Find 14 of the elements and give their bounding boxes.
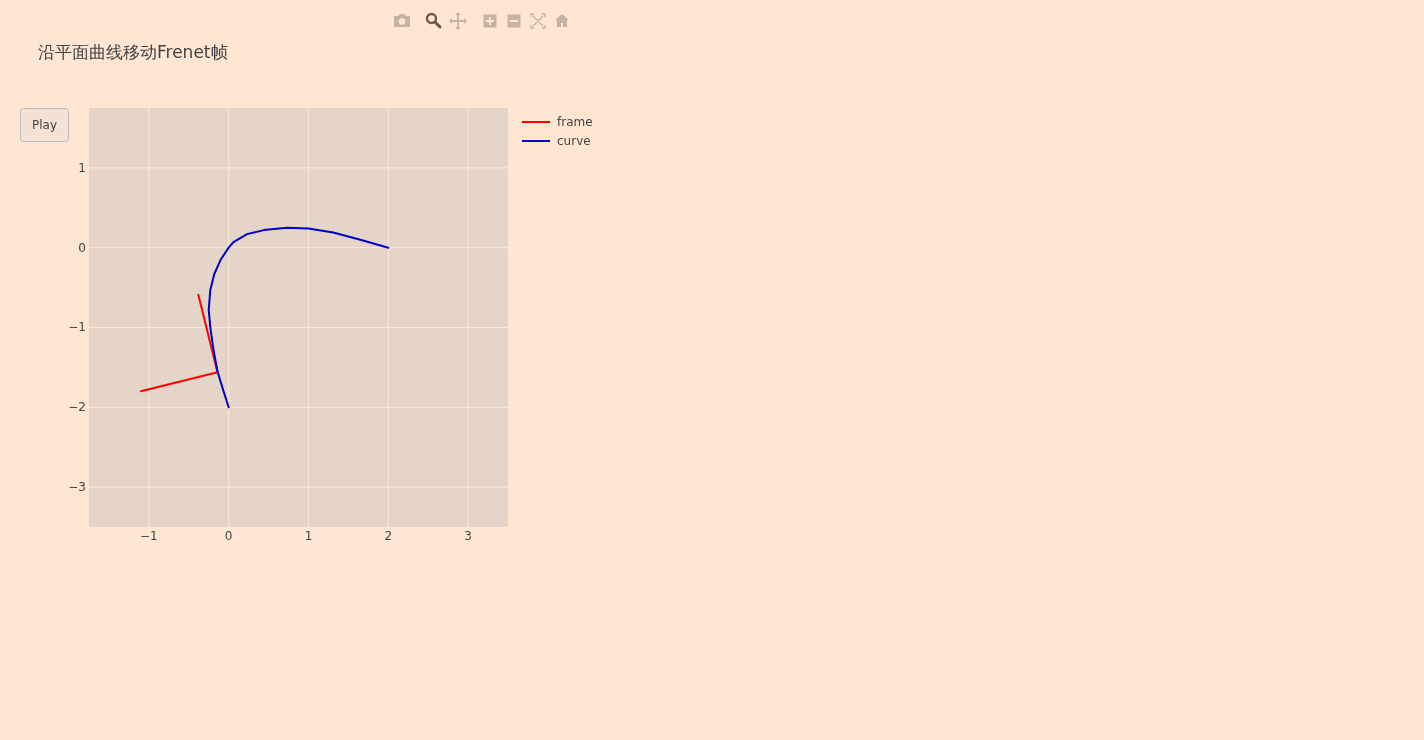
legend-label: frame [557,115,593,129]
y-tick-label: 0 [78,240,86,255]
chart-title: 沿平面曲线移动Frenet帧 [38,42,228,62]
x-tick-label: 3 [464,529,472,543]
button: Play [20,108,69,142]
x-tick-label: 0 [224,529,233,543]
x-tick-label: 2 [384,529,393,543]
y-tick-label: 1 [78,160,86,175]
legend-label: curve [557,134,591,148]
y-tick-label: −2 [68,400,86,415]
x-tick-label: 1 [304,529,313,543]
x-tick-label: −1 [140,529,158,543]
y-tick-label: −3 [68,480,86,495]
y-tick-label: −1 [68,320,86,335]
